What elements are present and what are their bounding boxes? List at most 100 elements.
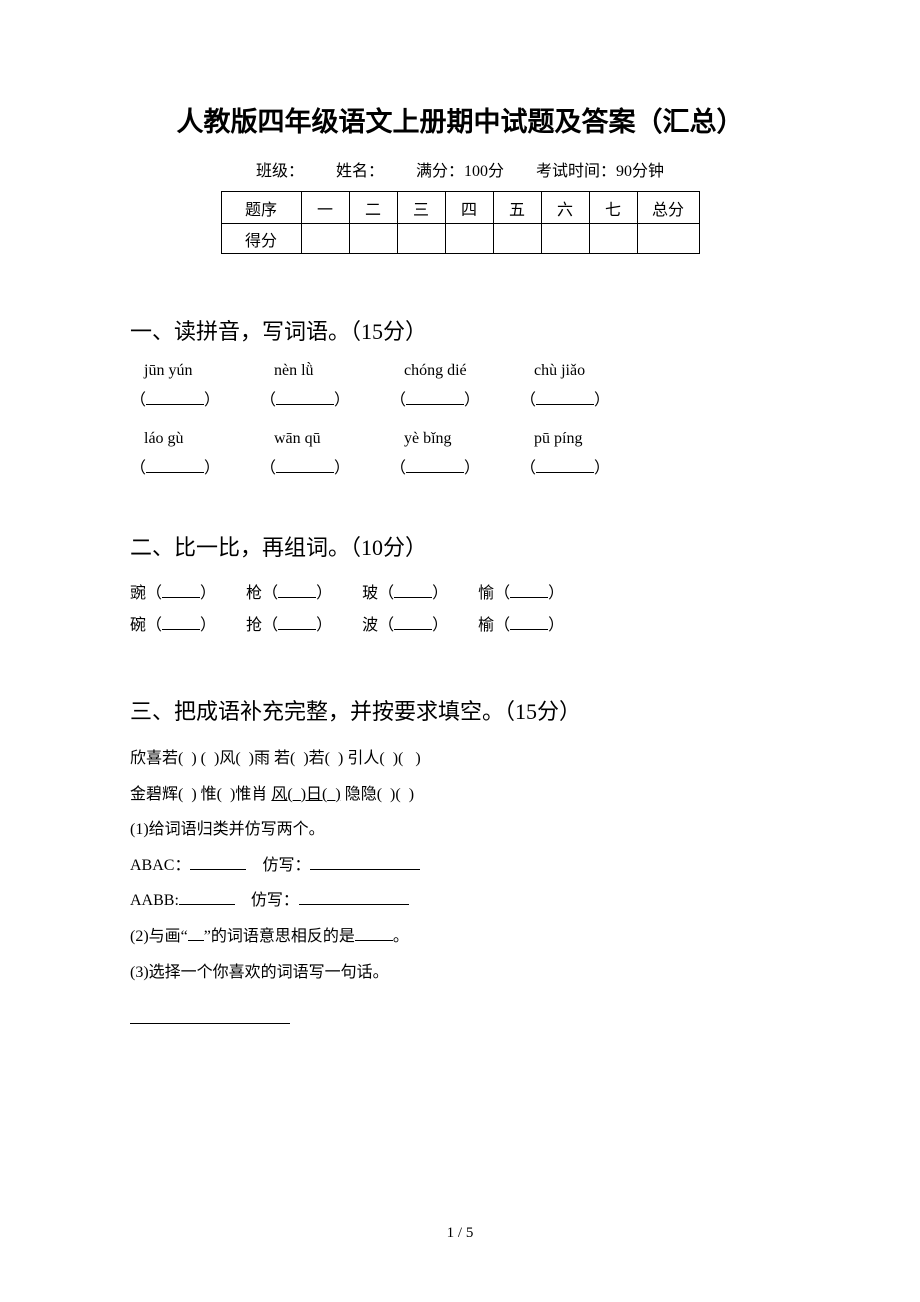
char: 抢 (246, 617, 262, 634)
fx-label: 仿写： (262, 857, 310, 874)
q1b-line: AABB: 仿写： (130, 884, 790, 918)
score-cell (397, 224, 445, 254)
pinyin-row-1: jūn yún nèn lǜ chóng dié chù jiǎo (130, 362, 790, 380)
score-cell (301, 224, 349, 254)
txt: )惟肖 (230, 786, 271, 803)
txt: ) ( (191, 750, 206, 767)
txt: )若( (303, 750, 330, 767)
pinyin-item: nèn lǜ (260, 362, 390, 380)
score-cell (349, 224, 397, 254)
char: 榆 (478, 617, 494, 634)
col-5: 五 (493, 192, 541, 224)
col-6: 六 (541, 192, 589, 224)
txt: 欣喜若( (130, 750, 183, 767)
blank (179, 887, 235, 905)
compare-item: 豌（） (130, 578, 216, 610)
fullscore-label: 满分：100分 (416, 163, 504, 180)
section-1: 一、读拼音，写词语。（15分） jūn yún nèn lǜ chóng dié… (130, 314, 790, 478)
compare-row-1: 豌（） 枪（） 玻（） 愉（） (130, 578, 790, 610)
name-label: 姓名： (336, 163, 384, 180)
col-2: 二 (349, 192, 397, 224)
pinyin-item: chóng dié (390, 362, 520, 380)
blank (310, 852, 420, 870)
section-3-heading: 三、把成语补充完整，并按要求填空。（15分） (130, 694, 790, 726)
char: 愉 (478, 585, 494, 602)
underlined-idiom: 风( )日( ) (271, 786, 340, 803)
section-3: 三、把成语补充完整，并按要求填空。（15分） 欣喜若( ) ( )风( )雨 若… (130, 694, 790, 1037)
col-total: 总分 (637, 192, 699, 224)
score-cell (637, 224, 699, 254)
char: 碗 (130, 617, 146, 634)
blank-item: （） (520, 454, 650, 478)
abac-label: ABAC： (130, 857, 190, 874)
char: 波 (362, 617, 378, 634)
char: 玻 (362, 585, 378, 602)
idiom-line-2: 金碧辉( ) 惟( )惟肖 风( )日( ) 隐隐( )( ) (130, 778, 790, 812)
blank-item: （） (520, 386, 650, 410)
score-table: 题序 一 二 三 四 五 六 七 总分 得分 (221, 191, 700, 254)
pinyin-item: pū píng (520, 430, 650, 448)
blank-row-2: （） （） （） （） (130, 454, 790, 478)
q3-blank-line (130, 1003, 790, 1037)
blank (190, 852, 246, 870)
table-header-row: 题序 一 二 三 四 五 六 七 总分 (221, 192, 699, 224)
txt: ) 引人( (338, 750, 385, 767)
section-2: 二、比一比，再组词。（10分） 豌（） 枪（） 玻（） 愉（） 碗（） 抢（） … (130, 530, 790, 642)
txt: 隐隐( (341, 786, 382, 803)
pinyin-item: jūn yún (130, 362, 260, 380)
blank-item: （） (390, 454, 520, 478)
compare-item: 愉（） (478, 578, 564, 610)
blank-item: （） (390, 386, 520, 410)
txt: )雨 若( (249, 750, 296, 767)
compare-item: 抢（） (246, 610, 332, 642)
col-3: 三 (397, 192, 445, 224)
section-2-heading: 二、比一比，再组词。（10分） (130, 530, 790, 562)
q2-line: (2)与画“”的词语意思相反的是。 (130, 920, 790, 954)
page-sep: / (454, 1225, 466, 1241)
compare-item: 波（） (362, 610, 448, 642)
page-number: 1 / 5 (0, 1225, 920, 1242)
blank-row-1: （） （） （） （） (130, 386, 790, 410)
txt: ”的词语意思相反的是 (204, 928, 355, 945)
pinyin-item: yè bǐng (390, 430, 520, 448)
table-score-row: 得分 (221, 224, 699, 254)
q1-text: (1)给词语归类并仿写两个。 (130, 813, 790, 847)
header-label: 题序 (221, 192, 301, 224)
blank (299, 887, 409, 905)
txt: 金碧辉( (130, 786, 183, 803)
meta-info: 班级： 姓名： 满分：100分 考试时间：90分钟 (130, 157, 790, 181)
col-4: 四 (445, 192, 493, 224)
time-label: 考试时间：90分钟 (536, 163, 664, 180)
pinyin-item: chù jiǎo (520, 362, 650, 380)
txt: )( (390, 786, 401, 803)
class-label: 班级： (256, 163, 304, 180)
blank (355, 923, 393, 941)
score-label: 得分 (221, 224, 301, 254)
blank-item: （） (130, 454, 260, 478)
txt: ) (415, 750, 420, 767)
aabb-label: AABB: (130, 892, 179, 909)
score-cell (445, 224, 493, 254)
txt: )( (393, 750, 404, 767)
txt: (2)与画“ (130, 928, 188, 945)
exam-title: 人教版四年级语文上册期中试题及答案（汇总） (130, 100, 790, 139)
section-1-heading: 一、读拼音，写词语。（15分） (130, 314, 790, 346)
q3-text: (3)选择一个你喜欢的词语写一句话。 (130, 956, 790, 990)
col-7: 七 (589, 192, 637, 224)
compare-item: 榆（） (478, 610, 564, 642)
blank (188, 923, 204, 941)
txt: 风( (271, 786, 292, 803)
score-cell (541, 224, 589, 254)
txt: ) (409, 786, 414, 803)
blank-item: （） (260, 386, 390, 410)
blank-item: （） (130, 386, 260, 410)
fx-label: 仿写： (251, 892, 299, 909)
blank-item: （） (260, 454, 390, 478)
q1a-line: ABAC： 仿写： (130, 849, 790, 883)
score-cell (589, 224, 637, 254)
idiom-line-1: 欣喜若( ) ( )风( )雨 若( )若( ) 引人( )( ) (130, 742, 790, 776)
blank (130, 1006, 290, 1024)
txt: )日( (301, 786, 328, 803)
char: 豌 (130, 585, 146, 602)
compare-row-2: 碗（） 抢（） 波（） 榆（） (130, 610, 790, 642)
